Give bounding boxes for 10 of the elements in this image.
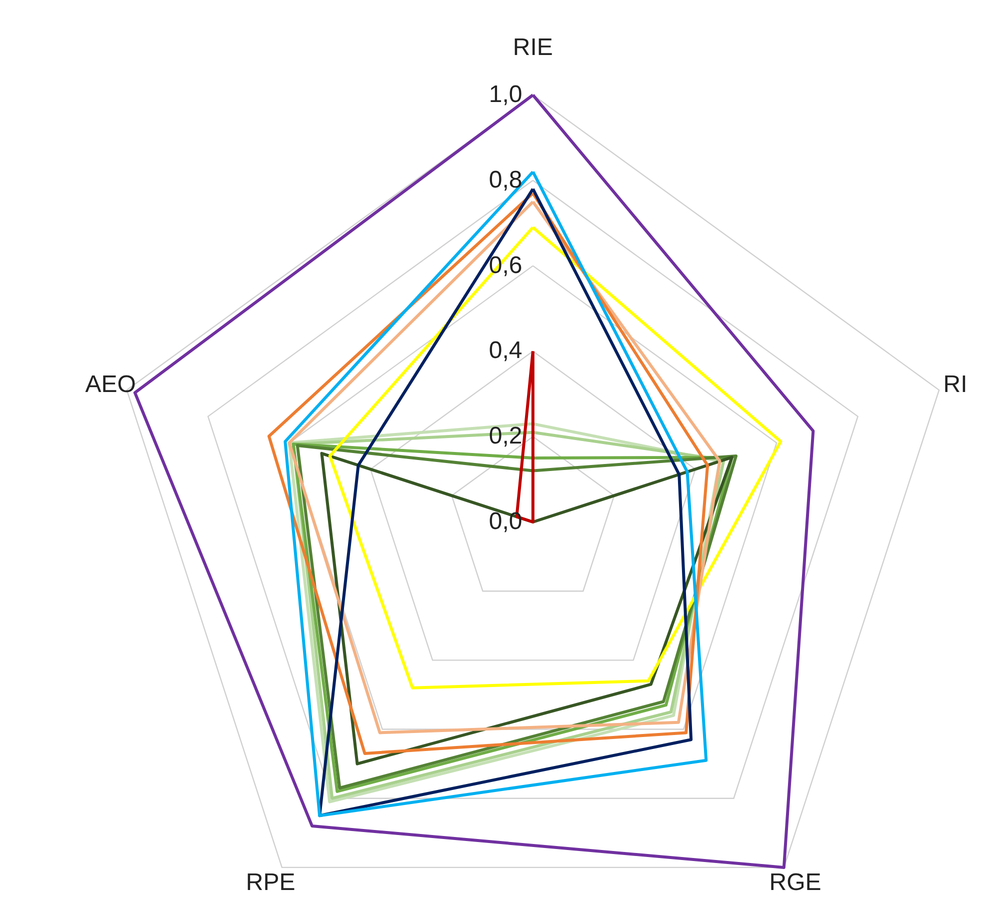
spoke-label: RGE bbox=[769, 869, 822, 896]
spoke-label: RPE bbox=[246, 869, 296, 896]
y-tick-label: 0,0 bbox=[488, 508, 522, 535]
spoke-label: RIE bbox=[512, 34, 553, 62]
spoke-label: AEO bbox=[85, 370, 136, 398]
spoke-label: RI bbox=[943, 370, 968, 398]
y-tick-label: 0,8 bbox=[488, 166, 522, 194]
y-tick-label: 1,0 bbox=[488, 81, 522, 108]
y-tick-label: 0,2 bbox=[488, 422, 522, 450]
y-tick-label: 0,4 bbox=[488, 337, 522, 364]
